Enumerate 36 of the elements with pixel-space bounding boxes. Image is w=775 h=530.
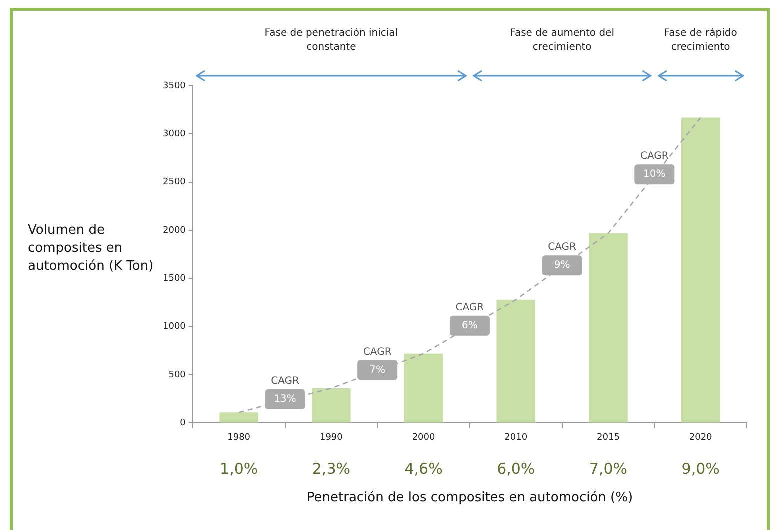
annotation: CAGR 6% <box>456 302 484 332</box>
annotation: CAGR 13% <box>271 376 300 406</box>
bar <box>589 233 628 423</box>
x-axis-title: Penetración de los composites en automoción (%) <box>306 490 634 506</box>
bar <box>496 300 536 423</box>
y-tick-label: 2500 <box>163 178 186 188</box>
annotation: CAGR 7% <box>363 346 392 376</box>
text: Fase de rápido crecimiento <box>664 28 738 53</box>
text: Fase de penetración inicial constante <box>264 28 398 53</box>
bar <box>404 354 444 423</box>
text: 1,0% <box>220 460 258 478</box>
text: 7,0% <box>589 460 628 478</box>
x-tick-label: 2015 <box>597 432 620 443</box>
text: 4,6% <box>404 460 443 478</box>
bar <box>681 118 720 423</box>
y-tick-label: 1500 <box>163 274 186 284</box>
x-tick-label: 2020 <box>689 432 713 443</box>
text: 9,0% <box>682 460 720 478</box>
x-tick-label: 2010 <box>504 432 528 443</box>
bar <box>312 388 351 423</box>
y-tick-label: 0 <box>180 418 186 429</box>
annotation: CAGR 10% <box>640 151 669 180</box>
y-tick-label: 1000 <box>163 322 186 332</box>
text: 2,3% <box>312 460 350 478</box>
y-tick-label: 3500 <box>163 81 186 92</box>
x-tick-label: 1980 <box>228 432 251 443</box>
y-axis-title: Volumen de composites en automoción (K Ton) <box>28 222 155 276</box>
y-tick-label: 500 <box>168 370 186 380</box>
x-tick-label: 2000 <box>412 432 436 443</box>
bar <box>220 412 258 423</box>
text: Fase de aumento del crecimiento <box>510 28 614 53</box>
y-tick-label: 3000 <box>163 130 186 140</box>
text: 6,0% <box>497 460 536 478</box>
annotation: CAGR 9% <box>548 242 577 272</box>
x-tick-label: 1990 <box>320 432 344 443</box>
y-tick-label: 2000 <box>163 226 186 236</box>
